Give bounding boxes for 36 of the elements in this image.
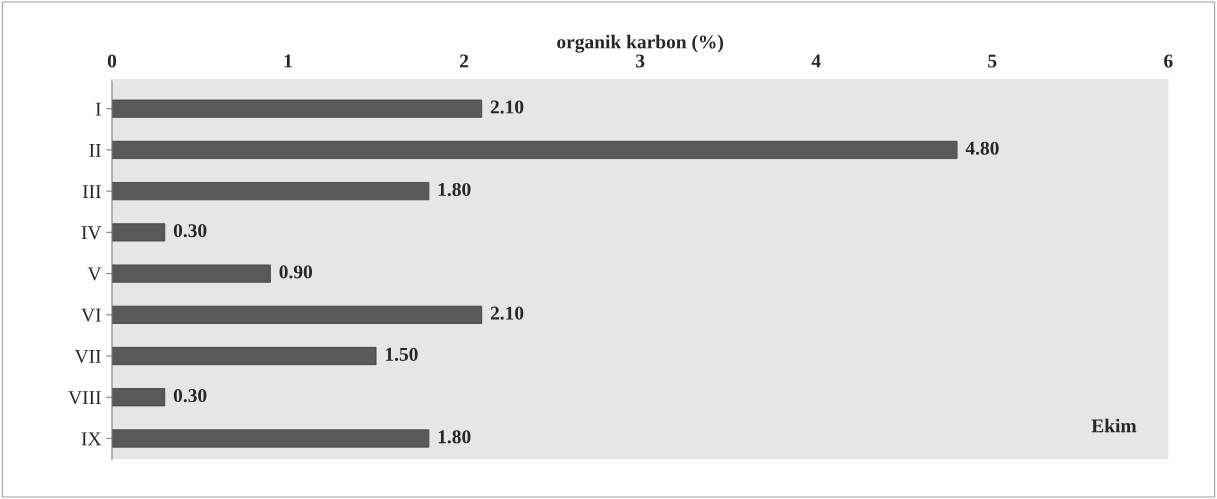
data-label: 1.80 bbox=[438, 182, 471, 197]
data-label: 0.30 bbox=[173, 224, 207, 238]
y-tick-label: VIII bbox=[68, 391, 101, 405]
y-tick-label: II bbox=[89, 143, 101, 157]
y-tick-label: VII bbox=[74, 350, 101, 364]
annotation: Ekim bbox=[1091, 418, 1137, 433]
y-tick-label: IX bbox=[81, 432, 102, 446]
bar bbox=[111, 182, 430, 201]
bar bbox=[111, 305, 483, 324]
data-label: 2.10 bbox=[490, 100, 524, 114]
y-tick-label: IV bbox=[81, 226, 102, 240]
bar bbox=[111, 140, 958, 159]
x-axis-title: organik karbon (%) bbox=[557, 34, 724, 53]
bar bbox=[111, 346, 377, 366]
data-label: 4.80 bbox=[965, 141, 999, 155]
x-tick-label: 2 bbox=[460, 54, 469, 68]
bar bbox=[111, 264, 271, 283]
bar bbox=[111, 99, 483, 118]
x-tick-label: 3 bbox=[636, 54, 645, 68]
bar bbox=[111, 388, 166, 407]
data-label: 2.10 bbox=[490, 306, 524, 320]
data-label: 1.80 bbox=[438, 430, 471, 444]
y-tick-label: VI bbox=[81, 308, 101, 322]
y-tick-label: III bbox=[82, 185, 101, 198]
data-label: 0.30 bbox=[173, 388, 207, 403]
y-tick-label: V bbox=[87, 267, 102, 281]
data-label: 0.90 bbox=[279, 265, 313, 279]
x-tick-label: 5 bbox=[988, 54, 997, 68]
x-tick-label: 6 bbox=[1164, 54, 1173, 68]
x-tick-label: 0 bbox=[107, 54, 117, 68]
y-tick-label: I bbox=[95, 102, 101, 116]
bar bbox=[111, 429, 430, 448]
data-label: 1.50 bbox=[385, 347, 418, 361]
x-tick-label: 1 bbox=[284, 54, 292, 68]
x-tick-label: 4 bbox=[811, 54, 821, 68]
bar bbox=[111, 223, 166, 242]
